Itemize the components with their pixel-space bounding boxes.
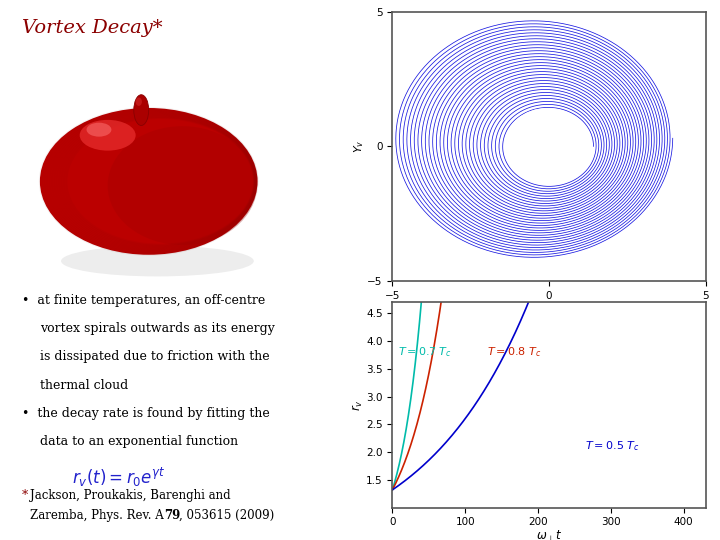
Text: $T = 0.5\ T_c$: $T = 0.5\ T_c$ [585,440,640,453]
Text: is dissipated due to friction with the: is dissipated due to friction with the [40,350,269,363]
X-axis label: $\omega_\perp t$: $\omega_\perp t$ [536,529,562,540]
Ellipse shape [40,108,258,255]
Text: $T = 0.8\ T_c$: $T = 0.8\ T_c$ [487,345,541,359]
Ellipse shape [80,120,135,151]
Text: vortex spirals outwards as its energy: vortex spirals outwards as its energy [40,322,274,335]
Text: $T = 0.7\ T_c$: $T = 0.7\ T_c$ [398,345,452,359]
X-axis label: x: x [546,302,552,312]
Y-axis label: $r_v$: $r_v$ [351,399,364,411]
Circle shape [505,109,590,181]
Text: *: * [22,489,28,502]
Ellipse shape [86,123,112,137]
Text: •  at finite temperatures, an off-centre: • at finite temperatures, an off-centre [22,294,265,307]
Y-axis label: $Y_v$: $Y_v$ [352,140,366,153]
Ellipse shape [134,94,149,125]
Text: Zaremba, Phys. Rev. A: Zaremba, Phys. Rev. A [30,509,168,522]
Text: thermal cloud: thermal cloud [40,379,128,392]
Text: data to an exponential function: data to an exponential function [40,435,238,448]
Text: 79: 79 [164,509,181,522]
Ellipse shape [61,246,254,276]
Text: , 053615 (2009): , 053615 (2009) [179,509,274,522]
Text: Vortex Decay*: Vortex Decay* [22,19,162,37]
Ellipse shape [135,98,142,106]
Text: $r_v(t) = r_0 e^{\gamma t}$: $r_v(t) = r_0 e^{\gamma t}$ [72,465,166,489]
Text: Jackson, Proukakis, Barenghi and: Jackson, Proukakis, Barenghi and [30,489,231,502]
Text: •  the decay rate is found by fitting the: • the decay rate is found by fitting the [22,407,269,420]
Ellipse shape [108,126,257,245]
